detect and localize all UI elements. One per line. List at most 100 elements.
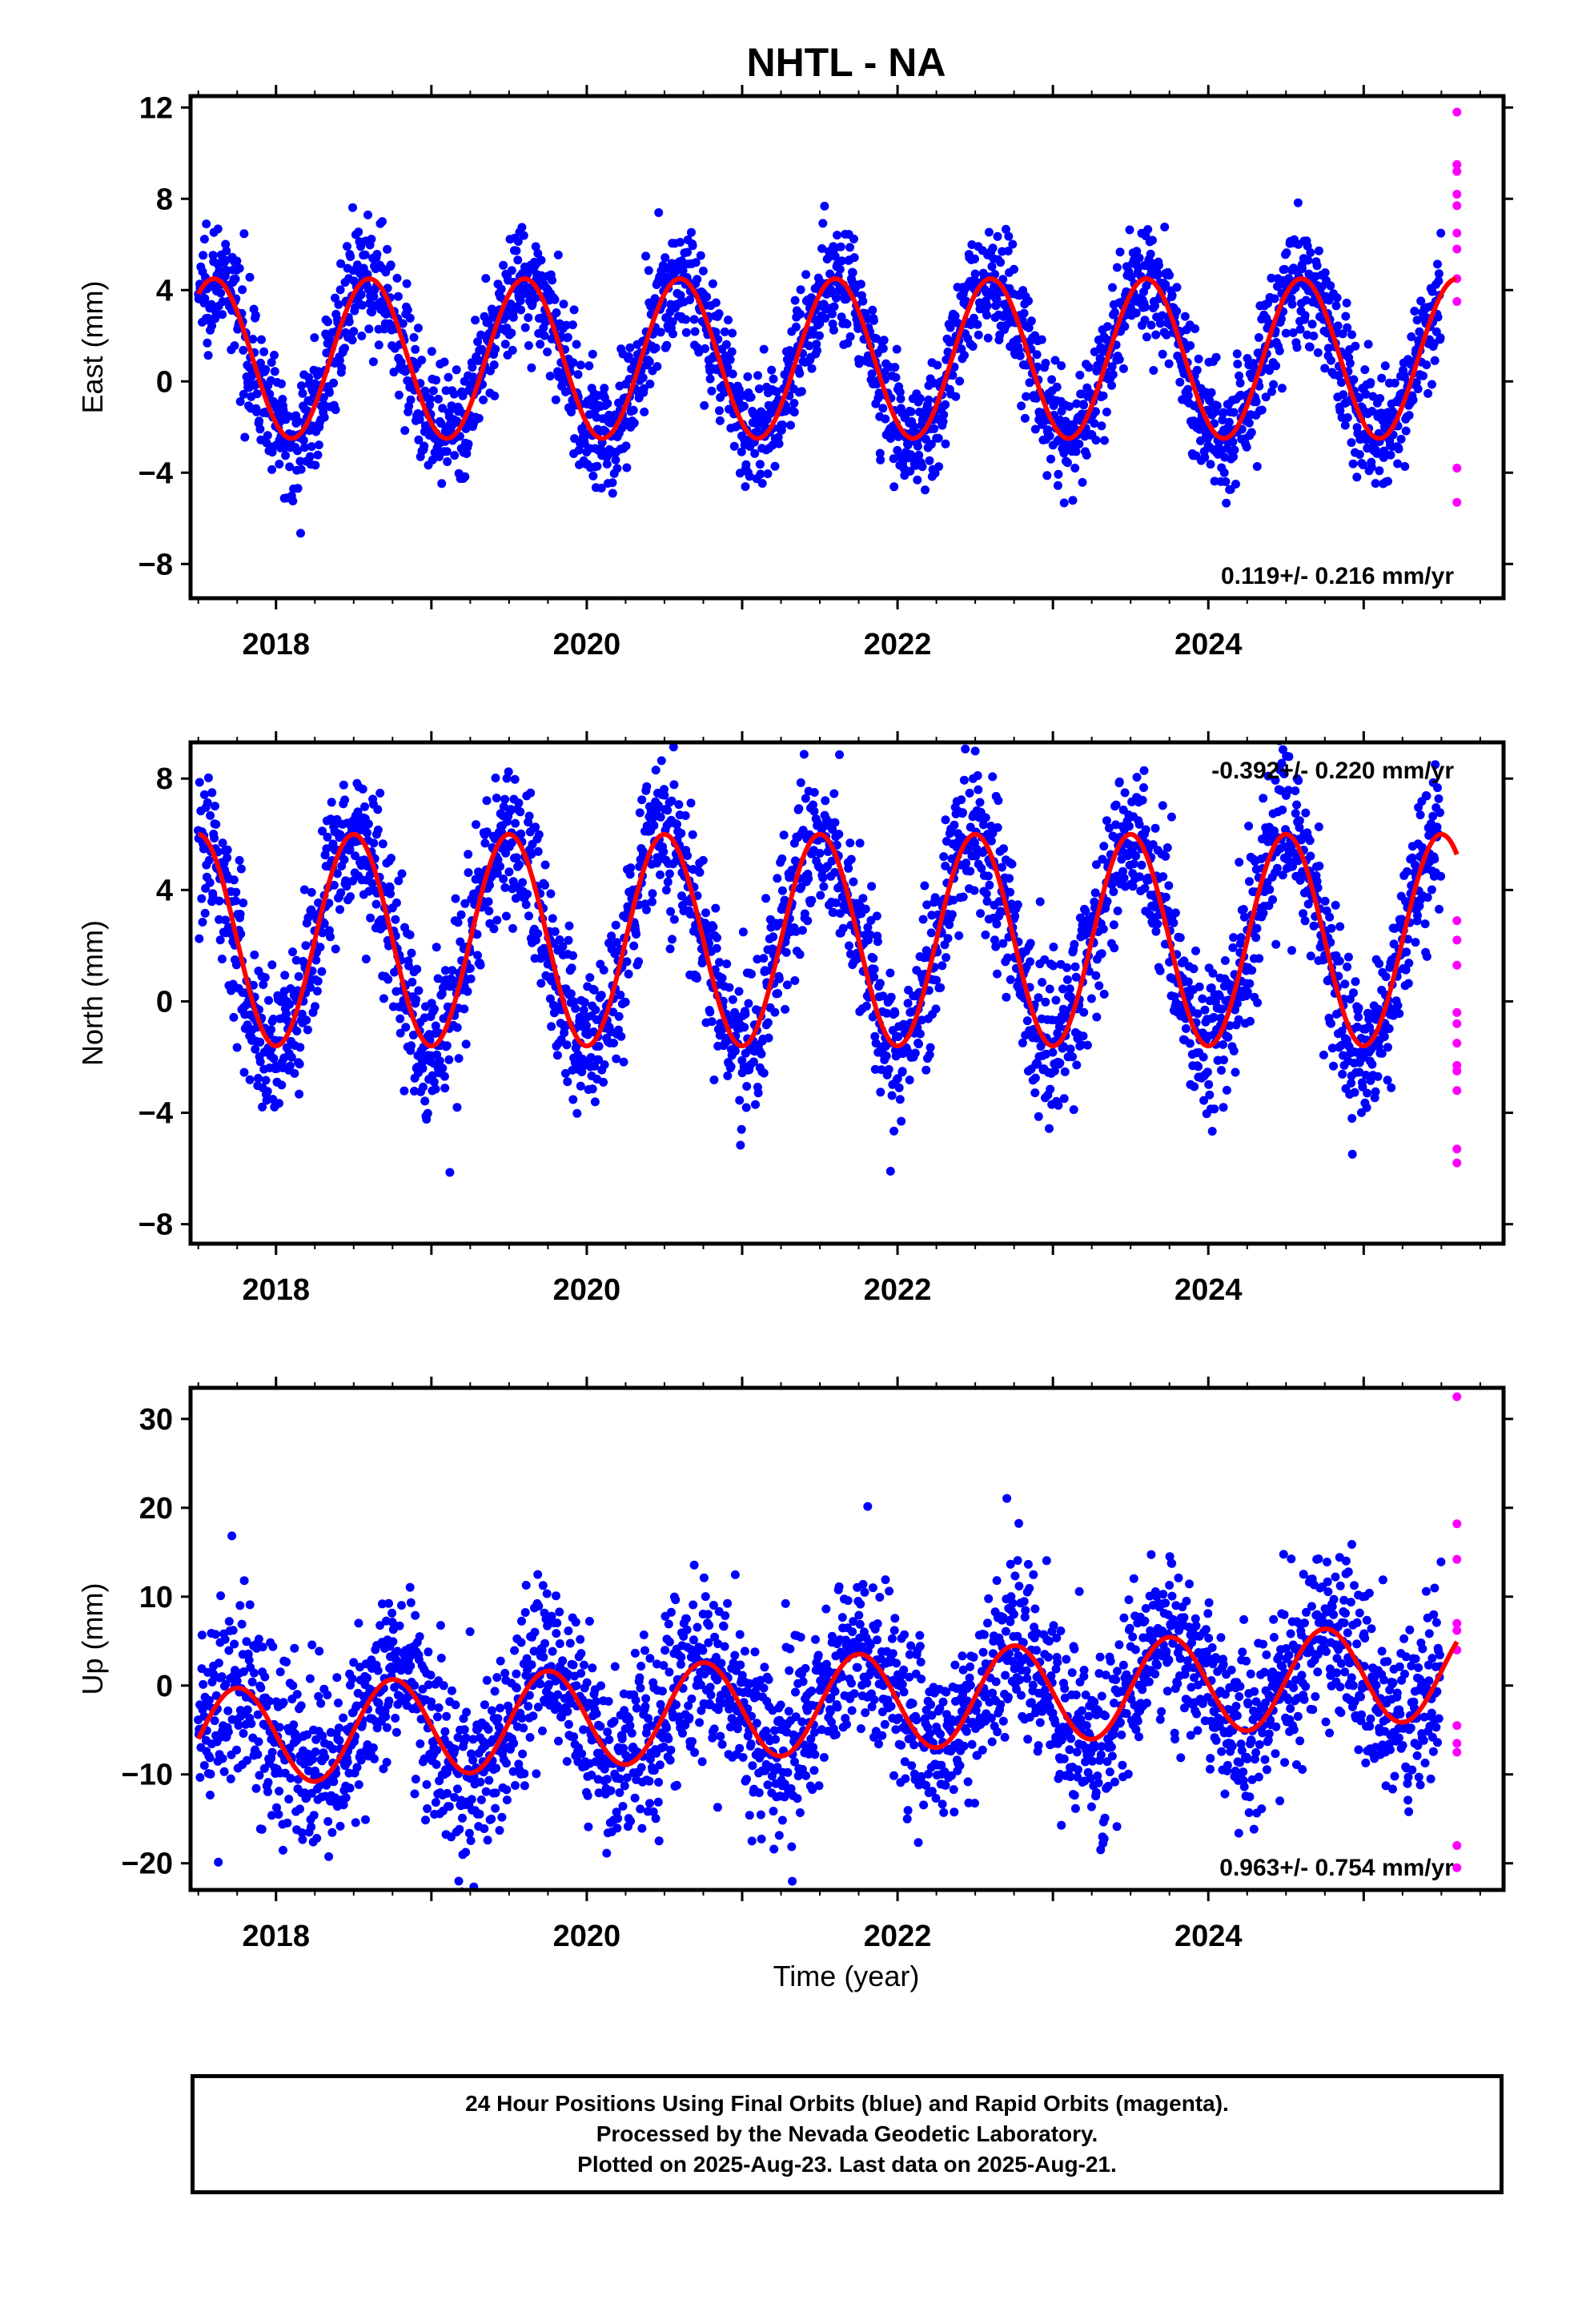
north-final-point [287,1052,296,1062]
north-final-point [637,795,647,805]
east-final-point [335,356,344,365]
north-final-point [962,858,971,868]
east-final-point [681,328,691,337]
east-final-point [1172,307,1182,316]
east-final-point [425,394,435,404]
east-final-point [608,478,617,488]
north-final-point [872,911,881,921]
east-final-point [238,285,247,295]
north-final-point [807,895,817,905]
east-final-point [420,441,429,451]
north-final-point [1140,883,1150,893]
east-final-point [987,262,997,271]
north-final-point [563,1077,572,1087]
north-final-point [773,989,783,998]
east-final-point [767,365,777,375]
north-final-point [335,830,345,839]
north-final-point [533,929,543,939]
east-final-point [1100,436,1109,445]
north-final-point [1204,1080,1214,1089]
north-final-point [1082,1040,1092,1050]
north-final-point [674,800,684,810]
north-final-point [493,855,503,864]
east-final-point [251,311,260,320]
north-final-point [348,876,357,886]
east-final-point [1072,399,1082,408]
north-final-point [734,987,744,996]
east-final-point [878,404,888,413]
north-final-point [1102,816,1111,826]
north-final-point [329,880,339,890]
north-final-point [1189,964,1199,974]
north-final-point [339,780,348,790]
north-final-point [198,918,207,927]
north-final-point [966,866,975,876]
north-final-point [215,935,225,945]
north-final-point [915,1029,925,1039]
east-final-point [1303,255,1313,265]
east-final-point [335,285,345,295]
east-final-point [1045,431,1054,440]
east-final-point [1410,307,1419,316]
east-final-point [1312,261,1322,271]
north-final-point [521,900,531,910]
north-final-point [590,1097,600,1107]
north-final-point [886,992,896,1002]
east-final-point [1219,408,1228,417]
north-final-point [1216,1013,1226,1023]
east-final-point [933,360,942,370]
east-rapid-point [1452,201,1462,211]
north-final-point [1185,1039,1195,1048]
east-final-point [1261,392,1271,402]
north-final-point [830,818,840,827]
east-final-point [232,256,242,266]
east-final-point [950,312,960,321]
north-final-point [277,1080,287,1090]
north-final-point [736,1140,745,1150]
north-final-point [1026,957,1035,967]
east-rapid-point [1452,160,1462,169]
east-final-point [1071,447,1081,456]
north-final-point [448,966,457,975]
north-final-point [1284,752,1294,762]
north-final-point [1007,859,1017,869]
north-final-point [568,951,577,960]
north-final-point [1279,769,1289,778]
east-final-point [548,275,557,285]
east-final-point [496,284,506,294]
north-final-point [1013,900,1022,910]
east-final-point [992,295,1002,304]
east-final-point [1030,424,1040,434]
north-final-point [365,870,375,880]
north-final-point [943,934,953,943]
east-final-point [1351,341,1360,351]
east-rapid-point [1452,244,1462,254]
north-final-point [981,930,990,939]
north-final-point [853,954,862,963]
east-final-point [1404,411,1414,420]
east-final-point [848,267,857,277]
north-final-point [875,979,885,988]
north-final-point [465,963,475,973]
north-final-point [904,985,913,995]
north-final-point [965,788,974,798]
north-final-point [452,1023,462,1032]
east-final-point [1150,301,1159,311]
north-final-point [1072,1060,1082,1070]
east-final-point [1017,401,1026,411]
north-final-point [1134,872,1144,882]
east-final-point [1154,260,1163,270]
east-final-point [938,416,948,426]
east-final-point [668,317,677,327]
east-final-point [307,442,316,452]
east-final-point [1165,271,1174,280]
north-final-point [1051,995,1061,1005]
north-final-point [777,854,787,863]
east-final-point [714,309,724,319]
north-final-point [1104,823,1114,833]
east-final-point [596,484,606,493]
north-final-point [770,1007,780,1017]
north-final-point [1150,823,1160,833]
north-final-point [993,969,1002,979]
north-final-point [579,1005,588,1015]
